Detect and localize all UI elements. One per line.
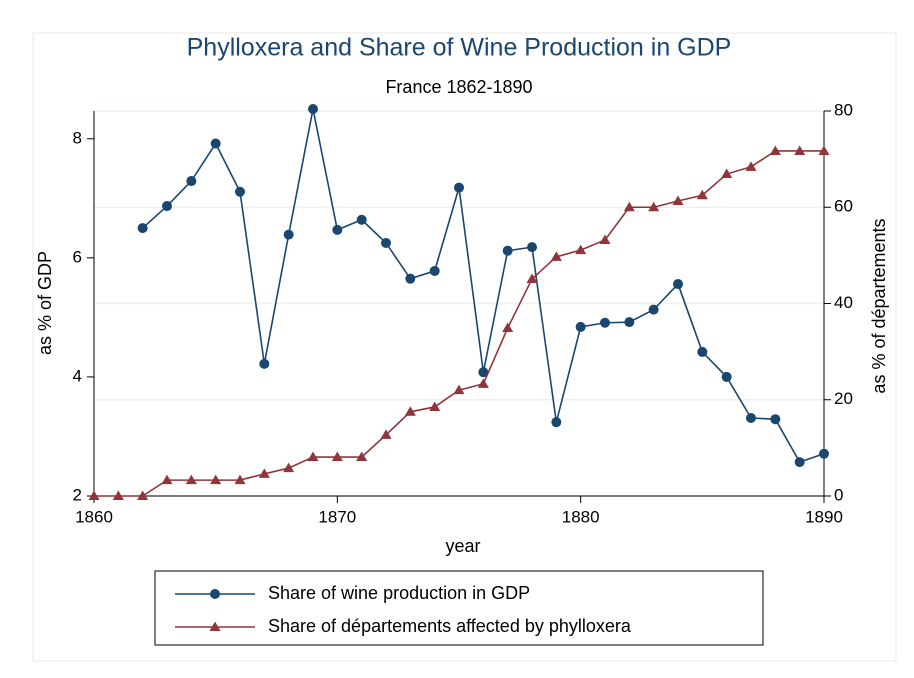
- marker: [550, 251, 562, 261]
- y-tick-label: 8: [73, 128, 82, 147]
- x-axis-title: year: [445, 536, 480, 556]
- marker: [283, 462, 295, 473]
- marker: [721, 168, 733, 179]
- y-axis-title: as % of GDP: [35, 251, 55, 355]
- y2-tick-label: 60: [834, 197, 853, 216]
- marker: [186, 176, 197, 187]
- marker: [526, 273, 538, 283]
- x-tick-label: 1870: [318, 507, 356, 526]
- marker: [234, 474, 246, 485]
- legend-label: Share of départements affected by phyllo…: [268, 616, 632, 636]
- legend-label: Share of wine production in GDP: [268, 583, 530, 603]
- marker: [380, 429, 392, 439]
- marker: [381, 237, 391, 248]
- marker: [600, 317, 610, 328]
- marker: [259, 358, 270, 369]
- marker: [648, 304, 659, 315]
- marker: [794, 457, 805, 468]
- marker: [210, 138, 221, 149]
- chart-subtitle: France 1862-1890: [385, 77, 532, 97]
- y-tick-label: 4: [73, 366, 82, 385]
- legend-box: [154, 570, 764, 646]
- marker: [161, 474, 173, 485]
- marker: [137, 490, 149, 500]
- marker: [819, 448, 829, 459]
- frame: [32, 32, 897, 662]
- marker: [162, 201, 172, 212]
- marker: [794, 145, 806, 155]
- marker: [283, 229, 294, 240]
- marker: [356, 214, 367, 225]
- marker: [307, 451, 319, 462]
- y2-tick-label: 20: [834, 389, 853, 408]
- marker: [210, 474, 222, 485]
- marker: [721, 371, 732, 382]
- marker: [137, 223, 148, 234]
- marker: [769, 145, 781, 155]
- marker: [502, 322, 514, 333]
- marker: [356, 451, 368, 462]
- marker: [648, 201, 660, 212]
- marker: [770, 414, 781, 425]
- y-tick-label: 2: [73, 485, 82, 504]
- x-tick-label: 1880: [562, 507, 600, 526]
- marker: [745, 161, 757, 171]
- marker: [477, 378, 489, 388]
- marker: [502, 245, 513, 256]
- marker: [696, 189, 708, 200]
- chart-title: Phylloxera and Share of Wine Production …: [187, 34, 732, 62]
- marker: [210, 589, 220, 599]
- marker: [185, 474, 197, 485]
- marker: [453, 384, 465, 395]
- marker: [575, 321, 586, 332]
- marker: [697, 346, 708, 357]
- marker: [235, 186, 245, 197]
- marker: [258, 468, 270, 478]
- marker: [209, 621, 221, 631]
- marker: [673, 279, 683, 290]
- marker: [332, 224, 343, 235]
- y2-tick-label: 80: [834, 100, 853, 119]
- marker: [429, 401, 441, 411]
- marker: [429, 265, 440, 276]
- marker: [818, 145, 830, 155]
- marker: [478, 367, 489, 378]
- marker: [623, 201, 635, 212]
- marker: [599, 234, 611, 244]
- y-tick-label: 6: [73, 247, 82, 266]
- marker: [551, 417, 562, 428]
- x-tick-label: 1860: [75, 507, 113, 526]
- y2-tick-label: 0: [834, 485, 843, 504]
- marker: [331, 451, 343, 462]
- marker: [404, 406, 416, 416]
- y2-axis-title: as % of départements: [869, 218, 889, 393]
- x-tick-label: 1890: [805, 507, 843, 526]
- marker: [575, 244, 587, 255]
- marker: [88, 490, 100, 500]
- y2-tick-label: 40: [834, 293, 853, 312]
- marker: [454, 182, 464, 193]
- marker: [746, 413, 756, 424]
- marker: [624, 317, 635, 328]
- marker: [308, 104, 318, 114]
- marker: [112, 490, 124, 500]
- marker: [405, 273, 416, 284]
- marker: [527, 242, 537, 253]
- marker: [672, 195, 684, 205]
